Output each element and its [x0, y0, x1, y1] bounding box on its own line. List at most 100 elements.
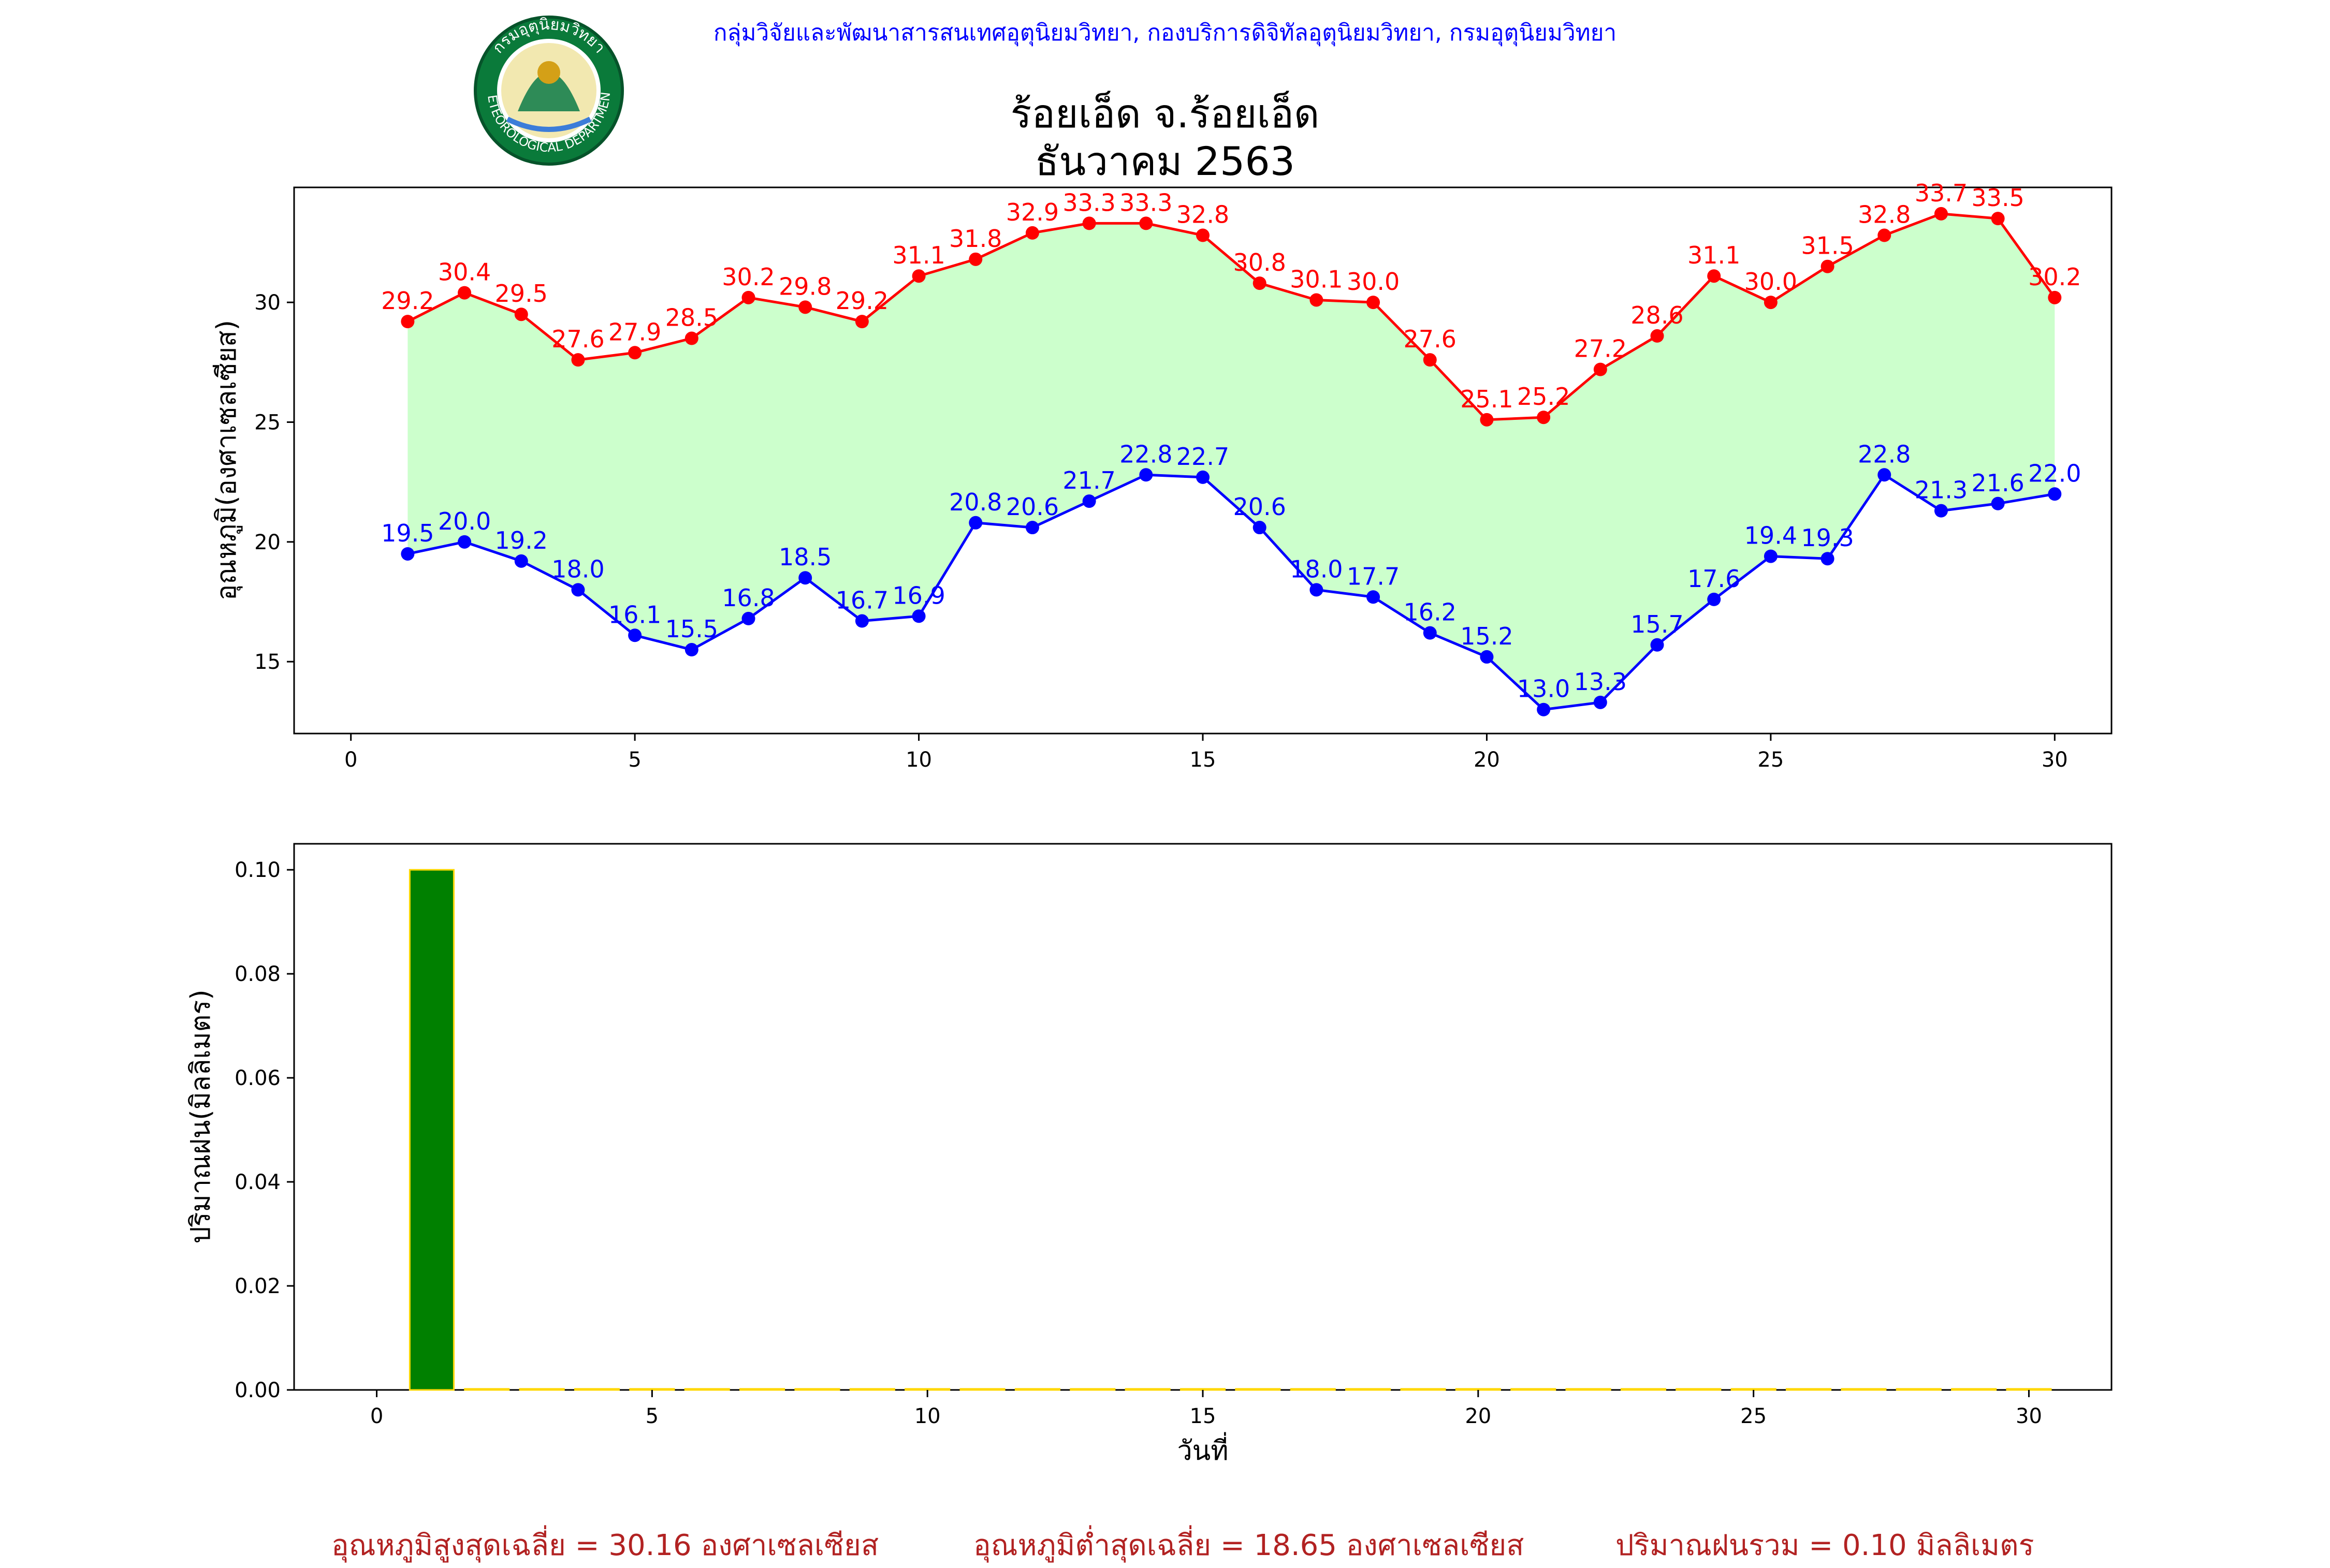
- temp-min-point: [1366, 590, 1380, 604]
- temp-max-label: 27.2: [1574, 335, 1627, 363]
- temp-min-point: [628, 628, 642, 642]
- temp-min-point: [2048, 487, 2062, 501]
- temp-max-label: 27.6: [1404, 325, 1457, 353]
- temp-min-label: 17.6: [1687, 565, 1740, 593]
- temp-ytick-label: 25: [254, 411, 281, 434]
- temp-min-point: [1139, 468, 1153, 482]
- temp-max-label: 29.8: [779, 272, 832, 300]
- temp-max-point: [1480, 413, 1494, 427]
- rain-bar: [2006, 1388, 2052, 1391]
- rain-bar: [629, 1388, 675, 1391]
- temp-max-point: [1139, 216, 1153, 230]
- temp-min-label: 21.7: [1062, 466, 1115, 494]
- temp-max-point: [741, 290, 755, 304]
- temp-max-label: 30.2: [722, 263, 775, 291]
- temp-max-label: 32.8: [1176, 201, 1229, 229]
- temp-ytick-label: 15: [254, 650, 281, 674]
- rain-bar: [1290, 1388, 1336, 1391]
- temp-max-point: [1309, 293, 1323, 307]
- temp-min-point: [1082, 494, 1096, 508]
- temp-max-point: [1764, 296, 1778, 310]
- temp-max-label: 33.5: [1971, 184, 2024, 212]
- temp-max-point: [855, 315, 869, 329]
- temp-min-point: [1877, 468, 1891, 482]
- temp-min-point: [1650, 638, 1664, 652]
- temp-max-point: [1423, 353, 1437, 367]
- temp-min-label: 20.8: [949, 488, 1002, 516]
- temp-xtick-label: 20: [1474, 748, 1500, 772]
- temp-min-label: 16.1: [608, 600, 661, 628]
- temp-min-label: 22.7: [1176, 443, 1229, 471]
- summary-min-avg: อุณหภูมิต่ำสุดเฉลี่ย = 18.65 องศาเซลเซีย…: [973, 1529, 1524, 1562]
- temp-min-label: 21.6: [1971, 469, 2024, 497]
- chart-title-station: ร้อยเอ็ด จ.ร้อยเอ็ด: [1010, 91, 1320, 137]
- temp-max-point: [969, 252, 983, 266]
- temp-min-point: [1309, 583, 1323, 597]
- summary-rain-total: ปริมาณฝนรวม = 0.10 มิลลิเมตร: [1615, 1529, 2034, 1562]
- temp-max-point: [628, 346, 642, 360]
- rain-bar: [1785, 1388, 1832, 1391]
- temp-ylabel: อุณหภูมิ(องศาเซลเซียส): [211, 320, 243, 600]
- temp-min-label: 20.6: [1006, 493, 1059, 521]
- rain-bar: [1565, 1388, 1611, 1391]
- rain-ylabel: ปริมาณฝน(มิลลิเมตร): [185, 989, 216, 1243]
- temp-min-point: [1537, 702, 1551, 716]
- temp-range-fill: [407, 213, 2055, 710]
- temp-min-label: 15.2: [1460, 622, 1513, 650]
- temp-max-label: 25.1: [1460, 385, 1513, 413]
- chart-title-month: ธันวาคม 2563: [1035, 138, 1295, 184]
- temp-max-point: [2048, 290, 2062, 304]
- temp-max-point: [1934, 207, 1948, 221]
- temp-max-label: 28.5: [665, 304, 718, 332]
- temp-min-point: [741, 611, 755, 625]
- temp-max-point: [401, 315, 415, 329]
- rain-bar: [409, 869, 455, 1391]
- temp-min-label: 15.5: [665, 615, 718, 643]
- temp-min-point: [514, 554, 528, 568]
- temp-min-label: 20.6: [1233, 493, 1286, 521]
- temp-min-label: 13.0: [1517, 675, 1570, 703]
- temp-min-point: [1764, 549, 1778, 563]
- rain-bar: [1676, 1388, 1722, 1391]
- temp-max-point: [1082, 216, 1096, 230]
- temp-min-label: 15.7: [1630, 610, 1683, 638]
- temp-max-label: 31.8: [949, 225, 1002, 253]
- temp-max-label: 32.9: [1006, 198, 1059, 226]
- rain-bar: [1070, 1388, 1116, 1391]
- temp-ytick-label: 30: [254, 291, 281, 315]
- rain-ytick-label: 0.10: [235, 858, 281, 882]
- logo: กรมอุตุนิยมวิทยา METEOROLOGICAL DEPARTME…: [474, 16, 624, 166]
- temp-min-label: 17.7: [1347, 562, 1400, 590]
- temp-xtick-label: 30: [2042, 748, 2068, 772]
- rain-bar: [1014, 1388, 1060, 1391]
- rain-bar: [1510, 1388, 1556, 1391]
- temp-max-label: 28.6: [1630, 301, 1683, 329]
- temp-min-label: 16.7: [836, 587, 889, 614]
- rain-bar: [1400, 1388, 1446, 1391]
- temp-min-label: 19.2: [495, 526, 548, 554]
- rain-bar: [1125, 1388, 1171, 1391]
- temp-xtick-label: 0: [344, 748, 357, 772]
- rain-ytick-label: 0.00: [235, 1379, 281, 1402]
- temp-min-point: [1253, 521, 1266, 535]
- rain-xtick-label: 20: [1465, 1404, 1491, 1428]
- temp-max-point: [458, 286, 472, 300]
- temp-max-label: 33.7: [1915, 179, 1968, 207]
- rain-bar: [794, 1388, 840, 1391]
- temp-min-label: 13.3: [1574, 668, 1627, 696]
- rain-bar: [1179, 1388, 1226, 1391]
- rain-bar: [684, 1388, 730, 1391]
- temp-min-point: [1934, 504, 1948, 518]
- temp-xtick-label: 10: [906, 748, 932, 772]
- temp-xtick-label: 5: [628, 748, 641, 772]
- temp-min-point: [1821, 552, 1834, 566]
- rain-bar: [959, 1388, 1006, 1391]
- temp-min-point: [1991, 496, 2005, 510]
- temp-max-point: [1707, 269, 1721, 283]
- temp-max-label: 25.2: [1517, 383, 1570, 411]
- rain-ytick-label: 0.02: [235, 1274, 281, 1298]
- temp-min-label: 22.8: [1858, 440, 1911, 468]
- temp-max-point: [571, 353, 585, 367]
- rain-bar: [1730, 1388, 1776, 1391]
- temp-min-label: 19.3: [1801, 524, 1854, 552]
